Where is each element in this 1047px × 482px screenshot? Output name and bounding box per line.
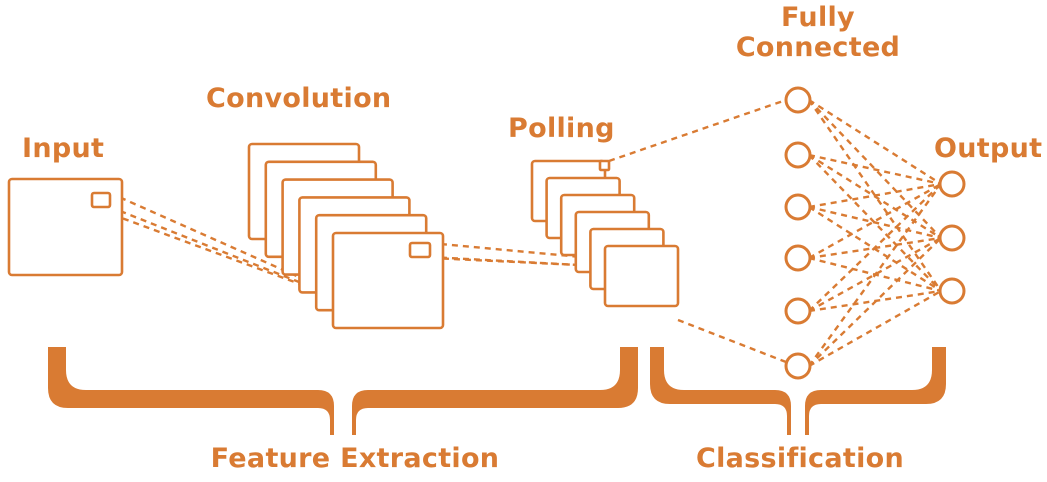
pooling-receptive-field xyxy=(598,159,611,172)
projection-line-pool-to-fc-bottom xyxy=(677,318,787,364)
projection-line-conv-top xyxy=(429,241,636,264)
fully-connected-node-3 xyxy=(784,193,812,221)
fully-connected-label-line2: Connected xyxy=(735,32,901,64)
fc-to-output-connection-5-2 xyxy=(808,236,942,313)
feature-extraction-label: Feature Extraction xyxy=(210,443,500,474)
fully-connected-node-1 xyxy=(784,86,812,114)
convolution-label: Convolution xyxy=(206,83,392,114)
fc-to-output-connection-3-2 xyxy=(808,205,942,240)
fully-connected-node-4 xyxy=(784,244,812,272)
projection-line-conv-left xyxy=(409,255,601,268)
fully-connected-label-line1: Fully xyxy=(781,2,855,33)
fully-connected-node-2 xyxy=(784,141,812,169)
section-braces xyxy=(48,347,946,435)
output-node-3 xyxy=(938,277,966,305)
fc-to-output-connection-6-3 xyxy=(808,289,942,368)
fc-to-output-connection-2-1 xyxy=(808,153,942,186)
feature-extraction-brace xyxy=(48,347,638,435)
neurons xyxy=(784,86,966,380)
projection-line-input-top xyxy=(109,191,363,307)
fully-connected-node-6 xyxy=(784,352,812,380)
output-label: Output xyxy=(934,133,1043,164)
connection-lines xyxy=(91,98,942,368)
fc-to-output-connection-3-1 xyxy=(808,182,942,209)
classification-label: Classification xyxy=(695,443,905,474)
fully-connected-node-5 xyxy=(784,297,812,325)
output-node-1 xyxy=(938,170,966,198)
fc-to-output-connection-6-1 xyxy=(808,183,942,367)
pooling-feature-map-6 xyxy=(603,244,680,308)
classification-brace xyxy=(650,347,946,435)
fc-to-output-connection-1-2 xyxy=(808,99,942,239)
fc-to-output-connection-4-1 xyxy=(808,182,942,260)
fc-to-output-connection-5-1 xyxy=(808,183,942,312)
fc-to-output-connection-2-3 xyxy=(808,154,942,292)
convolution-receptive-field xyxy=(408,241,432,259)
projection-line-pool-to-fc-top xyxy=(608,98,787,163)
polling-label: Polling xyxy=(508,113,615,144)
output-node-2 xyxy=(938,224,966,252)
fc-to-output-connection-1-3 xyxy=(808,99,942,292)
projection-line-input-left xyxy=(91,205,363,309)
fc-to-output-connection-6-2 xyxy=(808,237,942,367)
fully-connected-label: Fully Connected xyxy=(728,2,908,64)
feature-maps xyxy=(7,142,680,330)
fc-to-output-connection-1-1 xyxy=(808,98,942,186)
input-receptive-field xyxy=(90,191,112,209)
input-label: Input xyxy=(22,133,105,164)
